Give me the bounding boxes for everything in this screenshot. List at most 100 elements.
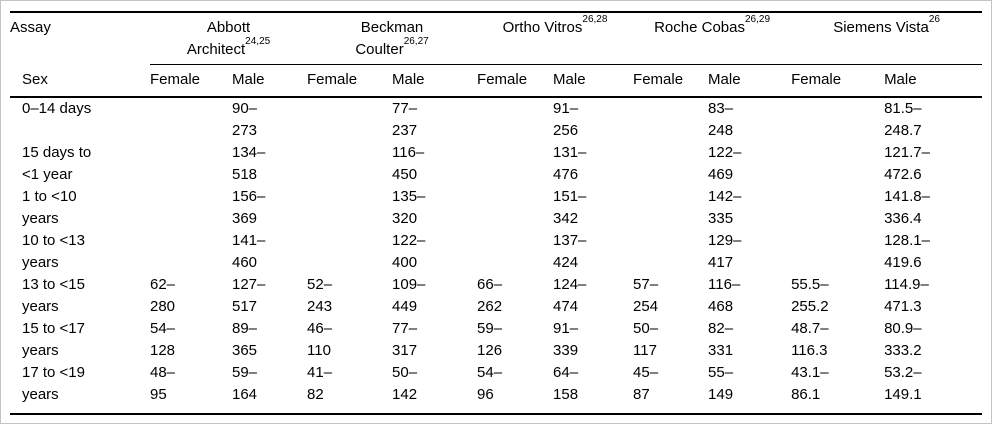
range-high: 149: [708, 386, 734, 403]
range-high: 317: [392, 342, 418, 359]
range-low: 59–: [232, 364, 258, 381]
table-row: 13 to <15 years 62– 280 127– 517 52– 243 10…: [10, 274, 982, 318]
range-cell-siemens-male: 114.9– 471.3: [884, 274, 982, 318]
range-cell-beckman-male: 109– 449: [392, 274, 477, 318]
range-low: 64–: [553, 364, 579, 381]
age-group-line-1: 0–14 days: [22, 100, 92, 117]
range-low: [150, 230, 232, 252]
range-low: 116–: [708, 276, 741, 293]
range-high: [791, 208, 884, 230]
sex-header-beckman-female: Female: [307, 65, 393, 98]
range-high: 110: [307, 342, 331, 359]
range-low: 128.1–: [884, 232, 930, 249]
range-low: 137–: [553, 232, 587, 249]
range-low: 77–: [392, 320, 418, 337]
range-low: 54–: [477, 364, 503, 381]
group-header-roche-cobas: Roche Cobas26,29: [633, 11, 792, 65]
group-header-text: Beckman Coulter26,27: [307, 17, 478, 65]
range-cell-ortho-female: [477, 230, 553, 274]
range-cell-abbott-female: [150, 97, 232, 142]
range-cell-beckman-male: 77– 237: [392, 97, 477, 142]
age-group-line-2: [22, 120, 150, 142]
range-low: 82–: [708, 320, 734, 337]
range-low: 109–: [392, 276, 426, 293]
range-high: 449: [392, 298, 418, 315]
range-high: 417: [708, 254, 734, 271]
range-cell-roche-female: [633, 97, 708, 142]
range-high: 248.7: [884, 122, 922, 139]
sex-header-abbott-male: Male: [232, 65, 308, 98]
range-low: [150, 186, 232, 208]
group-header-siemens-vista: Siemens Vista26: [791, 11, 983, 65]
range-cell-roche-female: [633, 186, 708, 230]
range-cell-siemens-male: 81.5– 248.7: [884, 97, 982, 142]
range-low: [633, 186, 708, 208]
age-group-line-2: years: [22, 254, 59, 271]
range-low: 131–: [553, 144, 587, 161]
range-cell-siemens-male: 141.8– 336.4: [884, 186, 982, 230]
range-high: 460: [232, 254, 258, 271]
range-high: [307, 164, 392, 186]
age-group-cell: 1 to <10 years: [10, 186, 150, 230]
range-cell-ortho-male: 91– 256: [553, 97, 633, 142]
range-high: 369: [232, 210, 258, 227]
range-low: [477, 230, 553, 252]
reference-interval-table-wrap: Assay Abbott Architect24,25 Beckman Coul…: [10, 11, 983, 415]
range-cell-roche-male: 82– 331: [708, 318, 791, 362]
range-cell-ortho-male: 64– 158: [553, 362, 634, 415]
table-row: 15 to <17 years 54– 128 89– 365 46– 110 77–…: [10, 318, 982, 362]
range-cell-siemens-female: [791, 230, 884, 274]
range-high: 518: [232, 166, 258, 183]
range-cell-roche-male: 55– 149: [708, 362, 792, 415]
age-group-line-2: <1 year: [22, 166, 73, 183]
range-high: 256: [553, 122, 579, 139]
range-cell-roche-female: 57– 254: [633, 274, 708, 318]
sex-header-siemens-male: Male: [884, 65, 983, 98]
range-cell-roche-female: 45– 87: [633, 362, 709, 415]
range-low: 156–: [232, 188, 266, 205]
citation-superscript: 24,25: [245, 35, 271, 47]
range-high: [150, 208, 232, 230]
range-cell-siemens-male: 128.1– 419.6: [884, 230, 982, 274]
range-low: 91–: [553, 100, 579, 117]
range-cell-roche-male: 122– 469: [708, 142, 791, 186]
range-high: 243: [307, 298, 333, 315]
range-cell-abbott-male: 89– 365: [232, 318, 307, 362]
range-high: 164: [232, 386, 258, 403]
sex-header-ortho-female: Female: [477, 65, 554, 98]
table-row: 17 to <19 years 48– 95 59– 164 41– 82 50– 14…: [10, 362, 983, 415]
range-high: 280: [150, 298, 176, 315]
range-low: 57–: [633, 276, 659, 293]
range-high: 117: [633, 342, 657, 359]
group-header-text: Abbott Architect24,25: [150, 17, 308, 65]
range-low: 53.2–: [884, 364, 922, 381]
age-group-line-2: years: [22, 210, 59, 227]
range-high: 95: [150, 386, 167, 403]
range-high: 142: [392, 386, 418, 403]
range-cell-abbott-male: 156– 369: [232, 186, 307, 230]
range-cell-roche-female: 50– 117: [633, 318, 708, 362]
range-cell-abbott-male: 90– 273: [232, 97, 307, 142]
citation-superscript: 26,28: [582, 13, 608, 25]
range-cell-ortho-male: 137– 424: [553, 230, 633, 274]
range-cell-siemens-male: 53.2– 149.1: [884, 362, 983, 415]
sex-header-roche-male: Male: [708, 65, 792, 98]
range-high: 424: [553, 254, 579, 271]
sex-header-ortho-male: Male: [553, 65, 634, 98]
range-low: 89–: [232, 320, 258, 337]
range-cell-beckman-female: 41– 82: [307, 362, 393, 415]
range-low: 114.9–: [884, 276, 929, 293]
range-cell-abbott-male: 127– 517: [232, 274, 307, 318]
range-cell-abbott-female: [150, 142, 232, 186]
range-high: [150, 164, 232, 186]
range-high: 126: [477, 342, 503, 359]
range-cell-beckman-female: [307, 186, 392, 230]
range-high: 273: [232, 122, 258, 139]
range-high: [791, 252, 884, 274]
assay-reference-table: Assay Abbott Architect24,25 Beckman Coul…: [10, 11, 983, 415]
range-cell-abbott-female: [150, 186, 232, 230]
range-low: [307, 142, 392, 164]
sex-header-abbott-female: Female: [150, 65, 232, 98]
age-group-cell: 0–14 days: [10, 97, 150, 142]
age-group-line-2: years: [22, 298, 59, 315]
